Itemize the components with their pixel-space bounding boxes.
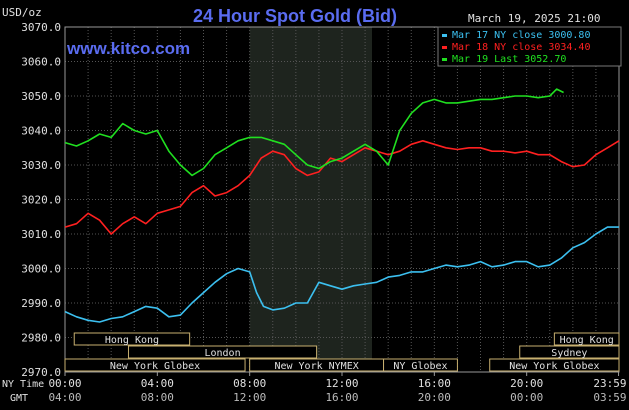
y-tick-label: 3000.0 xyxy=(21,263,61,276)
session-label: Hong Kong xyxy=(560,335,614,346)
x-tick-label-gmt: 12:00 xyxy=(233,391,266,404)
session-bar xyxy=(489,358,620,372)
session-bar xyxy=(383,358,458,372)
x-tick-label-ny: 00:00 xyxy=(48,377,81,390)
y-tick-label: 2980.0 xyxy=(21,332,61,345)
x-tick-label-ny: 20:00 xyxy=(510,377,543,390)
session-bar xyxy=(127,345,318,359)
x-tick-label-gmt: 04:00 xyxy=(48,391,81,404)
axes: 3070.0 3060.0 3050.0 3040.0 3030.0 3020.0 3010… xyxy=(21,21,626,404)
plot-area xyxy=(64,26,620,373)
x-tick-label-gmt: 00:00 xyxy=(510,391,543,404)
session-label: New York Globex xyxy=(110,361,200,372)
x-tick-label-gmt: 03:59 xyxy=(593,391,626,404)
series-line xyxy=(64,226,619,323)
nymex-highlight-band xyxy=(249,27,373,372)
chart-title: 24 Hour Spot Gold (Bid) xyxy=(193,6,397,26)
session-label: New York NYMEX xyxy=(274,361,358,372)
x-tick-label-gmt: 16:00 xyxy=(325,391,358,404)
legend-swatch xyxy=(442,58,447,61)
session-label: NY Globex xyxy=(393,361,447,372)
x-tick-label-ny: 16:00 xyxy=(418,377,451,390)
legend-item: Mar 18 NY close 3034.40 xyxy=(452,42,590,53)
session-bar xyxy=(553,332,620,346)
session-bar xyxy=(64,358,246,372)
unit-label: USD/oz xyxy=(2,6,42,19)
ny-time-label: NY Time xyxy=(2,379,44,390)
x-tick-label-gmt: 20:00 xyxy=(418,391,451,404)
y-tick-label: 3060.0 xyxy=(21,56,61,69)
session-label: Sydney xyxy=(551,348,587,359)
gmt-label: GMT xyxy=(10,393,28,404)
y-tick-label: 3020.0 xyxy=(21,194,61,207)
website-label[interactable]: www.kitco.com xyxy=(66,39,190,58)
y-tick-label: 3040.0 xyxy=(21,125,61,138)
y-tick-label: 2970.0 xyxy=(21,366,61,379)
trading-sessions: Hong Kong London New York Globex New York N… xyxy=(64,332,620,372)
legend-swatch xyxy=(442,46,447,49)
x-tick-label-ny: 12:00 xyxy=(325,377,358,390)
y-tick-label: 3050.0 xyxy=(21,90,61,103)
x-tick-label-ny: 08:00 xyxy=(233,377,266,390)
y-tick-label: 3070.0 xyxy=(21,21,61,34)
session-bar xyxy=(73,332,191,346)
legend-item: Mar 19 Last 3052.70 xyxy=(452,54,566,65)
chart-date: March 19, 2025 21:00 xyxy=(468,12,600,25)
y-tick-label: 2990.0 xyxy=(21,297,61,310)
x-tick-label-ny: 23:59 xyxy=(593,377,626,390)
y-tick-label: 3030.0 xyxy=(21,159,61,172)
session-label: London xyxy=(204,348,240,359)
session-bar xyxy=(519,345,620,359)
x-tick-label-ny: 04:00 xyxy=(141,377,174,390)
y-tick-label: 3010.0 xyxy=(21,228,61,241)
session-label: Hong Kong xyxy=(105,335,159,346)
legend-swatch xyxy=(442,34,447,37)
legend-item: Mar 17 NY close 3000.80 xyxy=(452,30,590,41)
legend: Mar 17 NY close 3000.80 Mar 18 NY close … xyxy=(437,26,622,67)
x-tick-label-gmt: 08:00 xyxy=(141,391,174,404)
session-label: New York Globex xyxy=(509,361,599,372)
series-line xyxy=(64,140,620,235)
series-line xyxy=(64,88,564,177)
